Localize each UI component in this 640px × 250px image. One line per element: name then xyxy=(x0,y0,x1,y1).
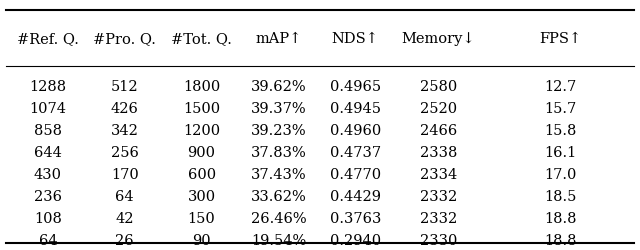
Text: 170: 170 xyxy=(111,167,139,181)
Text: 2332: 2332 xyxy=(420,189,457,203)
Text: 2332: 2332 xyxy=(420,211,457,225)
Text: 37.83%: 37.83% xyxy=(250,145,307,159)
Text: 2338: 2338 xyxy=(420,145,457,159)
Text: 644: 644 xyxy=(34,145,62,159)
Text: NDS↑: NDS↑ xyxy=(332,32,379,46)
Text: 16.1: 16.1 xyxy=(544,145,576,159)
Text: 426: 426 xyxy=(111,101,139,115)
Text: 1500: 1500 xyxy=(183,101,220,115)
Text: 15.7: 15.7 xyxy=(544,101,576,115)
Text: 150: 150 xyxy=(188,211,216,225)
Text: FPS↑: FPS↑ xyxy=(539,32,581,46)
Text: 512: 512 xyxy=(111,79,139,93)
Text: 26.46%: 26.46% xyxy=(251,211,306,225)
Text: 2466: 2466 xyxy=(420,123,457,137)
Text: mAP↑: mAP↑ xyxy=(255,32,301,46)
Text: 18.8: 18.8 xyxy=(544,233,576,247)
Text: 0.4965: 0.4965 xyxy=(330,79,381,93)
Text: 0.4429: 0.4429 xyxy=(330,189,381,203)
Text: 39.23%: 39.23% xyxy=(251,123,306,137)
Text: 108: 108 xyxy=(34,211,62,225)
Text: 15.8: 15.8 xyxy=(544,123,576,137)
Text: 2334: 2334 xyxy=(420,167,457,181)
Text: 37.43%: 37.43% xyxy=(251,167,306,181)
Text: 256: 256 xyxy=(111,145,139,159)
Text: 90: 90 xyxy=(192,233,211,247)
Text: 2580: 2580 xyxy=(420,79,457,93)
Text: 858: 858 xyxy=(34,123,62,137)
Text: 900: 900 xyxy=(188,145,216,159)
Text: 19.54%: 19.54% xyxy=(251,233,306,247)
Text: 26: 26 xyxy=(115,233,134,247)
Text: 1200: 1200 xyxy=(183,123,220,137)
Text: Memory↓: Memory↓ xyxy=(401,32,476,46)
Text: 0.4945: 0.4945 xyxy=(330,101,381,115)
Text: 18.5: 18.5 xyxy=(544,189,576,203)
Text: 42: 42 xyxy=(116,211,134,225)
Text: 2520: 2520 xyxy=(420,101,457,115)
Text: 0.4960: 0.4960 xyxy=(330,123,381,137)
Text: #Ref. Q.: #Ref. Q. xyxy=(17,32,79,46)
Text: 342: 342 xyxy=(111,123,139,137)
Text: 600: 600 xyxy=(188,167,216,181)
Text: 2330: 2330 xyxy=(420,233,457,247)
Text: 300: 300 xyxy=(188,189,216,203)
Text: 0.4770: 0.4770 xyxy=(330,167,381,181)
Text: 64: 64 xyxy=(38,233,58,247)
Text: 12.7: 12.7 xyxy=(544,79,576,93)
Text: 33.62%: 33.62% xyxy=(250,189,307,203)
Text: #Pro. Q.: #Pro. Q. xyxy=(93,32,156,46)
Text: 0.4737: 0.4737 xyxy=(330,145,381,159)
Text: 17.0: 17.0 xyxy=(544,167,576,181)
Text: 0.3763: 0.3763 xyxy=(330,211,381,225)
Text: 0.2940: 0.2940 xyxy=(330,233,381,247)
Text: 39.62%: 39.62% xyxy=(251,79,306,93)
Text: 1074: 1074 xyxy=(29,101,67,115)
Text: 236: 236 xyxy=(34,189,62,203)
Text: 430: 430 xyxy=(34,167,62,181)
Text: 1800: 1800 xyxy=(183,79,220,93)
Text: #Tot. Q.: #Tot. Q. xyxy=(171,32,232,46)
Text: 64: 64 xyxy=(115,189,134,203)
Text: 1288: 1288 xyxy=(29,79,67,93)
Text: 39.37%: 39.37% xyxy=(251,101,306,115)
Text: 18.8: 18.8 xyxy=(544,211,576,225)
